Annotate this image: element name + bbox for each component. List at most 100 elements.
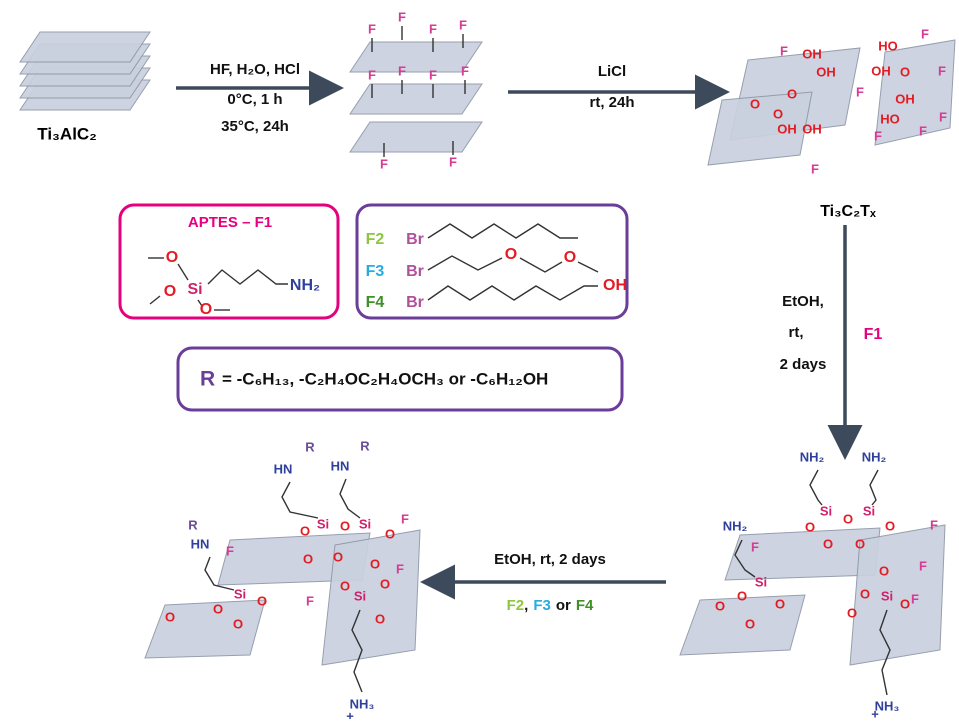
- atom: F: [396, 561, 404, 576]
- atom: O: [380, 576, 390, 591]
- aptes-box: APTES – F1 O Si O O NH₂: [118, 203, 340, 320]
- atom: F: [919, 123, 927, 138]
- atom: O: [166, 249, 178, 266]
- arrows: [176, 70, 863, 600]
- reagent-label: F4: [366, 294, 385, 311]
- atom: F: [449, 154, 457, 169]
- atom: F: [811, 161, 819, 176]
- atom: Si: [234, 586, 246, 601]
- atom: F: [429, 21, 437, 36]
- atom: OH: [816, 64, 836, 79]
- atom: O: [775, 596, 785, 611]
- atom: Si: [820, 503, 832, 518]
- atom: F: [368, 21, 376, 36]
- atom: F: [930, 517, 938, 532]
- step3-condition: rt,: [789, 324, 804, 341]
- atom: NH₃: [350, 696, 375, 711]
- atom: O: [843, 511, 853, 526]
- atom: F: [939, 109, 947, 124]
- step1-condition: 35°C, 24h: [221, 118, 289, 135]
- atom: F: [856, 84, 864, 99]
- atom: NH₃: [875, 698, 900, 713]
- atom: OH: [895, 91, 915, 106]
- atom: F: [368, 67, 376, 82]
- mxene-label: Ti₃C₂Tₓ: [820, 203, 876, 220]
- grafted-plates: [144, 524, 946, 666]
- atom: NH₂: [800, 449, 825, 464]
- atom: +: [871, 706, 879, 719]
- atom: O: [257, 593, 267, 608]
- atom: NH₂: [862, 449, 887, 464]
- halide-box: F2 Br F3 Br O O F4 Br OH: [355, 203, 629, 320]
- mxene-plates: [707, 39, 956, 166]
- atom: O: [737, 588, 747, 603]
- atom: O: [564, 249, 576, 266]
- atom: O: [165, 609, 175, 624]
- reagent: F2: [507, 597, 525, 614]
- atom: F: [874, 128, 882, 143]
- atom: HN: [331, 458, 350, 473]
- atom: O: [213, 601, 223, 616]
- aptes-title: APTES – F1: [188, 214, 272, 231]
- atom: F: [921, 26, 929, 41]
- atom: O: [303, 551, 313, 566]
- atom: HN: [274, 461, 293, 476]
- atom: HN: [191, 536, 210, 551]
- etched-plates: [349, 41, 483, 153]
- atom: O: [385, 526, 395, 541]
- step2-condition: rt, 24h: [589, 94, 634, 111]
- atom: F: [911, 591, 919, 606]
- reagent-label: F3: [366, 263, 385, 280]
- atom: O: [300, 523, 310, 538]
- atom: F: [226, 543, 234, 558]
- reagent: F4: [576, 597, 594, 614]
- step3-reagent: F1: [864, 326, 883, 343]
- atom: F: [429, 67, 437, 82]
- atom: O: [375, 611, 385, 626]
- atom: OH: [603, 277, 627, 294]
- atom: Si: [354, 588, 366, 603]
- r-group-box: R = -C₆H₁₃, -C₂H₄OC₂H₄OCH₃ or -C₆H₁₂OH: [176, 346, 624, 412]
- atom: O: [885, 518, 895, 533]
- atom: F: [461, 63, 469, 78]
- reagent-label: F2: [366, 231, 385, 248]
- atom: F: [398, 63, 406, 78]
- atom: Si: [755, 574, 767, 589]
- atom: +: [346, 708, 354, 719]
- separator: or: [556, 597, 571, 614]
- atom: O: [164, 283, 176, 300]
- atom: F: [459, 17, 467, 32]
- atom: Si: [881, 588, 893, 603]
- atom: NH₂: [290, 277, 320, 294]
- atom: O: [900, 64, 910, 79]
- atom: O: [805, 519, 815, 534]
- atom: O: [233, 616, 243, 631]
- atom: F: [751, 539, 759, 554]
- atom: HO: [878, 38, 898, 53]
- atom: OH: [777, 121, 797, 136]
- atom: R: [305, 439, 315, 454]
- atom: OH: [802, 46, 822, 61]
- atom: NH₂: [723, 518, 748, 533]
- atom: OH: [871, 63, 891, 78]
- atom: Si: [317, 516, 329, 531]
- atom: O: [200, 301, 212, 318]
- atom: Br: [406, 294, 424, 311]
- atom: F: [919, 558, 927, 573]
- atom: O: [847, 605, 857, 620]
- atom: Br: [406, 263, 424, 280]
- atom: O: [750, 96, 760, 111]
- start-material: Ti₃AlC₂: [37, 124, 97, 143]
- chains: [204, 469, 891, 696]
- step4-condition: EtOH, rt, 2 days: [494, 551, 606, 568]
- reagent: F3: [533, 597, 551, 614]
- atom: O: [855, 536, 865, 551]
- atom: O: [823, 536, 833, 551]
- atom: HO: [880, 111, 900, 126]
- atom: Si: [187, 281, 202, 298]
- separator: ,: [524, 597, 528, 614]
- atom: F: [306, 593, 314, 608]
- atom: OH: [802, 121, 822, 136]
- atom: O: [787, 86, 797, 101]
